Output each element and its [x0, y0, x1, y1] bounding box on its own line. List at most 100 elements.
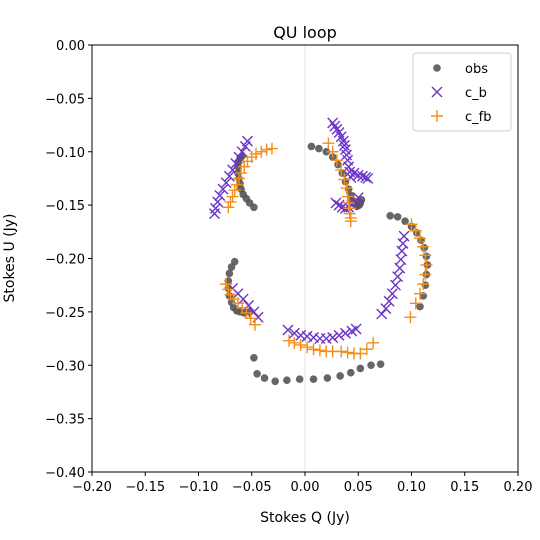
data-point	[352, 192, 364, 204]
y-tick-label: −0.10	[45, 146, 85, 161]
legend-marker-c-b	[431, 86, 443, 98]
data-point	[236, 146, 248, 158]
data-point	[309, 375, 318, 383]
data-point	[422, 252, 431, 261]
data-point	[295, 375, 304, 383]
data-point	[333, 329, 345, 341]
data-point	[380, 303, 392, 315]
data-point	[255, 145, 268, 158]
data-point	[339, 327, 351, 339]
data-point	[329, 120, 341, 132]
data-point	[392, 271, 404, 283]
data-point	[367, 361, 375, 370]
x-tick-label: −0.05	[232, 480, 272, 495]
data-point	[250, 353, 258, 362]
data-point	[326, 145, 339, 158]
data-point	[337, 135, 349, 147]
data-point	[301, 341, 314, 354]
data-point	[271, 377, 279, 386]
data-point	[335, 345, 348, 358]
data-point	[338, 173, 351, 186]
series-c-fb	[220, 137, 433, 360]
legend-label: obs	[465, 62, 488, 77]
data-point	[335, 163, 348, 176]
legend-label: c_fb	[465, 110, 491, 125]
data-point	[228, 184, 241, 197]
data-point	[307, 343, 320, 356]
data-point	[232, 172, 245, 185]
data-point	[243, 299, 255, 311]
data-point	[227, 263, 236, 271]
legend-box	[412, 52, 512, 132]
data-point	[416, 302, 424, 311]
x-tick-label: 0.15	[450, 480, 479, 495]
y-tick-label: −0.05	[45, 92, 85, 107]
x-tick-label: 0.05	[344, 480, 373, 495]
data-point	[210, 202, 222, 214]
data-point	[360, 343, 373, 356]
data-point	[386, 212, 395, 220]
data-point	[226, 190, 239, 203]
data-point	[230, 178, 243, 191]
data-point	[333, 199, 345, 211]
data-point	[237, 293, 249, 305]
data-point	[260, 374, 269, 382]
data-point	[393, 213, 402, 221]
y-tick-label: −0.40	[45, 466, 85, 481]
data-point	[327, 117, 339, 129]
data-point	[336, 372, 344, 380]
data-point	[220, 177, 232, 189]
data-point	[352, 169, 364, 181]
legend-label: c_b	[465, 86, 487, 101]
data-point	[354, 347, 367, 360]
data-point	[265, 142, 278, 155]
y-axis-label: Stokes U (Jy)	[2, 214, 18, 303]
y-tick-label: −0.30	[45, 359, 85, 374]
y-tick-label: −0.25	[45, 306, 85, 321]
data-point	[241, 135, 253, 147]
data-point	[327, 332, 339, 343]
data-point	[222, 283, 235, 296]
data-point	[398, 230, 410, 242]
legend-marker-obs	[433, 64, 441, 72]
x-axis-label: Stokes Q (Jy)	[260, 510, 350, 526]
data-point	[334, 160, 342, 169]
data-point	[414, 287, 427, 300]
data-point	[417, 278, 430, 291]
data-point	[244, 312, 257, 325]
data-point	[260, 143, 273, 156]
data-point	[250, 147, 263, 160]
data-point	[294, 338, 307, 351]
legend: obs c_b c_fb	[412, 52, 512, 132]
data-point	[350, 323, 362, 335]
data-point	[341, 346, 354, 359]
data-point	[307, 142, 316, 151]
data-point	[420, 258, 433, 271]
data-point	[283, 376, 291, 384]
data-point	[401, 217, 409, 225]
data-point	[376, 360, 385, 368]
data-point	[342, 196, 355, 209]
x-tick-label: 0.00	[291, 480, 320, 495]
data-point	[331, 123, 343, 135]
data-point	[417, 240, 430, 253]
y-tick-label: −0.35	[45, 413, 85, 428]
data-point	[212, 196, 224, 208]
x-axis: −0.20 −0.15 −0.10 −0.05 0.00 0.05 0.10 0.15 0.20	[72, 472, 532, 495]
data-point	[315, 144, 323, 153]
x-tick-label: 0.10	[397, 480, 426, 495]
data-point	[419, 268, 432, 281]
data-point	[220, 278, 233, 291]
data-point	[238, 160, 251, 173]
data-point	[283, 334, 296, 347]
data-point	[323, 374, 332, 382]
data-point	[248, 318, 261, 331]
data-point	[224, 195, 237, 208]
y-tick-label: 0.00	[56, 39, 85, 54]
y-axis: 0.00 −0.05 −0.10 −0.15 −0.20 −0.25 −0.30 −0.35 −…	[45, 39, 92, 481]
data-point	[282, 324, 294, 336]
data-point	[386, 288, 398, 300]
data-point	[390, 279, 402, 291]
data-point	[214, 190, 226, 202]
